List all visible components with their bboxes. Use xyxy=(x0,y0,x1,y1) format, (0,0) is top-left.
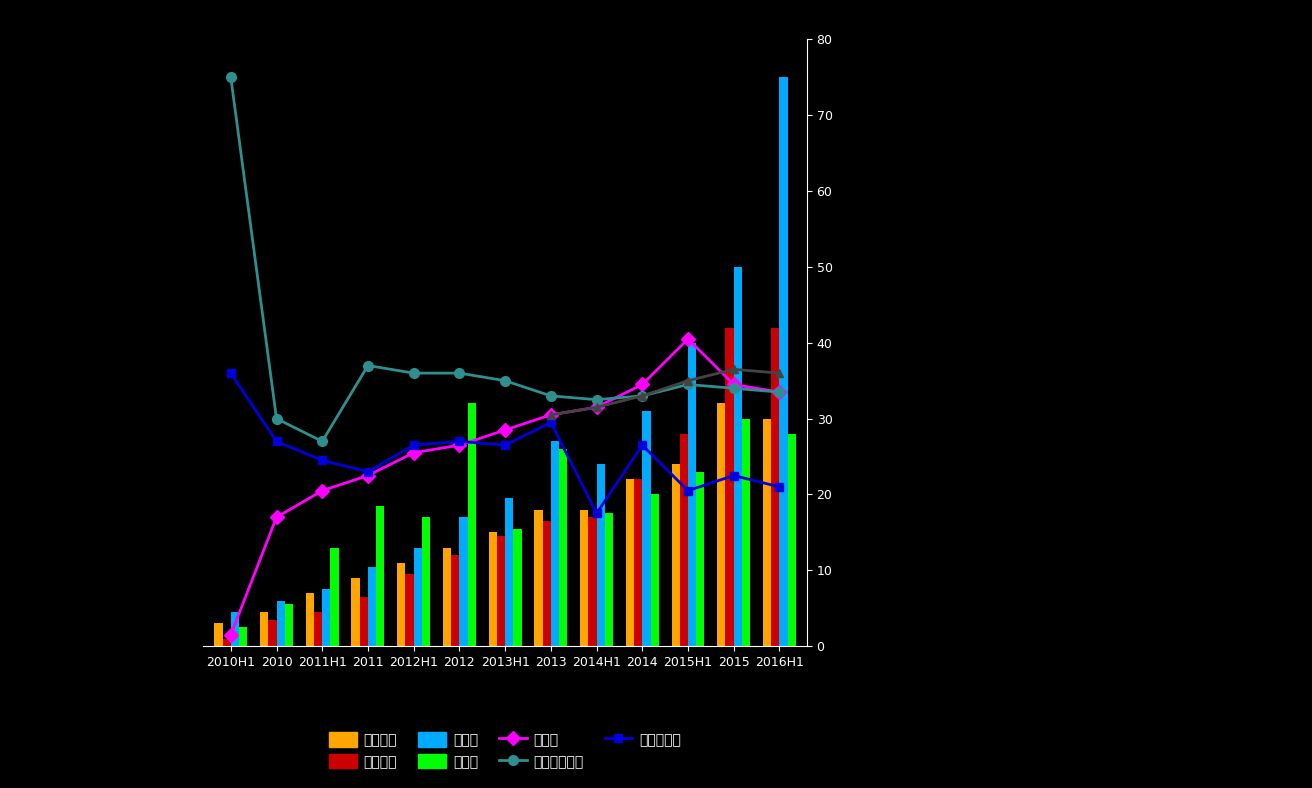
Bar xyxy=(634,479,643,646)
Bar xyxy=(405,574,413,646)
Bar xyxy=(771,328,779,646)
Bar xyxy=(367,567,377,646)
Legend: 营业收入, 营业利润, 总资产, 净资产, 毛利率, 周转应收款项, 周转总资产: 营业收入, 营业利润, 总资产, 净资产, 毛利率, 周转应收款项, 周转总资产 xyxy=(325,728,685,773)
Bar xyxy=(260,612,268,646)
Bar xyxy=(331,548,338,646)
Bar xyxy=(306,593,314,646)
Bar xyxy=(597,464,605,646)
Bar xyxy=(505,498,513,646)
Bar xyxy=(359,597,367,646)
Bar xyxy=(497,536,505,646)
Bar xyxy=(467,403,476,646)
Bar xyxy=(787,434,796,646)
Bar xyxy=(764,418,771,646)
Bar xyxy=(443,548,451,646)
Bar xyxy=(687,343,697,646)
Bar xyxy=(422,517,430,646)
Bar xyxy=(451,555,459,646)
Bar xyxy=(314,612,323,646)
Bar xyxy=(551,441,559,646)
Bar xyxy=(779,77,787,646)
Bar xyxy=(559,449,567,646)
Bar xyxy=(413,548,422,646)
Bar xyxy=(643,411,651,646)
Bar xyxy=(733,267,743,646)
Bar xyxy=(268,619,277,646)
Bar xyxy=(377,506,384,646)
Bar xyxy=(513,529,522,646)
Bar xyxy=(718,403,726,646)
Bar xyxy=(488,533,497,646)
Bar xyxy=(214,623,223,646)
Bar xyxy=(223,638,231,646)
Bar xyxy=(651,495,659,646)
Bar xyxy=(352,578,359,646)
Bar xyxy=(743,418,750,646)
Bar xyxy=(605,514,613,646)
Bar xyxy=(285,604,293,646)
Bar xyxy=(459,517,467,646)
Bar xyxy=(534,510,543,646)
Bar xyxy=(697,472,705,646)
Bar xyxy=(626,479,634,646)
Bar xyxy=(588,517,597,646)
Bar xyxy=(239,627,247,646)
Bar xyxy=(543,521,551,646)
Bar xyxy=(680,434,687,646)
Bar xyxy=(323,589,331,646)
Bar xyxy=(231,612,239,646)
Bar xyxy=(398,563,405,646)
Bar xyxy=(726,328,733,646)
Bar xyxy=(277,600,285,646)
Bar xyxy=(580,510,588,646)
Bar xyxy=(672,464,680,646)
